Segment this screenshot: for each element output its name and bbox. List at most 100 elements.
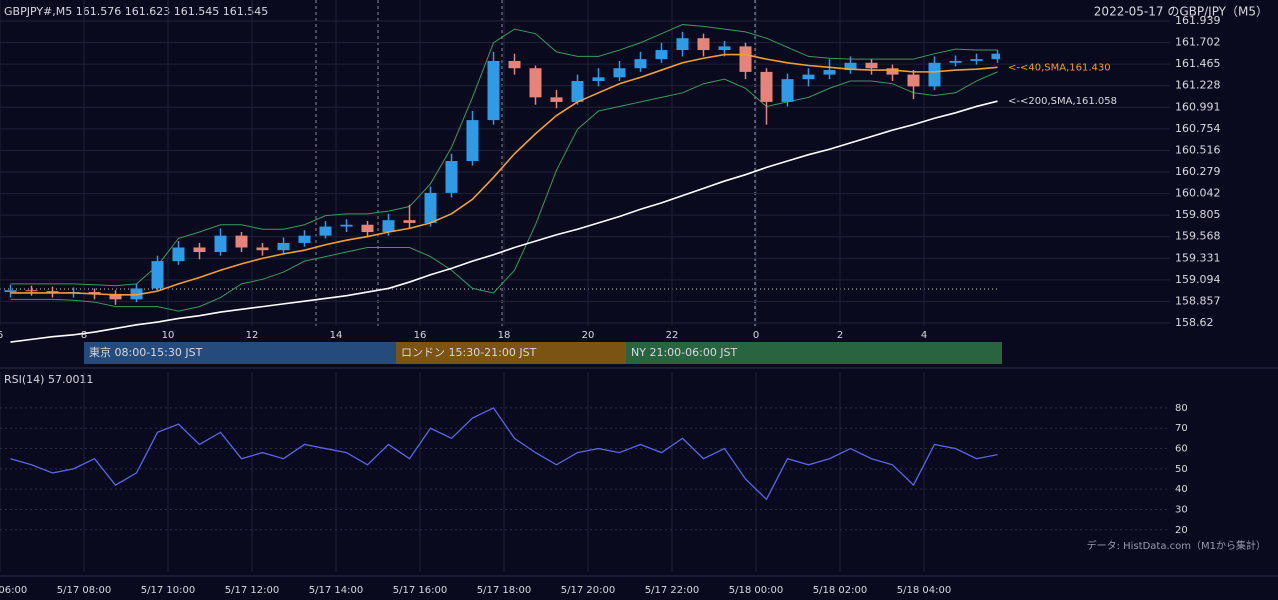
y-tick-label: 80 — [1175, 403, 1188, 414]
y-tick-label: 40 — [1175, 484, 1188, 495]
y-tick-label: 160.042 — [1175, 187, 1221, 200]
y-tick-label: 161.702 — [1175, 36, 1221, 49]
chart-title: 2022-05-17 のGBP/JPY（M5） — [1094, 5, 1268, 19]
candle-body — [487, 60, 500, 121]
candle-body — [4, 290, 17, 293]
candle-body — [718, 46, 731, 51]
candle-body — [172, 247, 185, 262]
y-tick-label: 160.754 — [1175, 122, 1221, 135]
sma200-label: <-<200,SMA,161.058 — [1008, 96, 1117, 107]
session-band — [396, 342, 626, 364]
candle-body — [109, 293, 122, 300]
x-tick-label: 20 — [582, 330, 595, 341]
candle-body — [634, 59, 647, 69]
x-tick-label: 5/17 10:00 — [141, 585, 195, 596]
candle-body — [361, 224, 374, 233]
candle-body — [592, 77, 605, 81]
y-tick-label: 50 — [1175, 464, 1188, 475]
x-tick-label: 5/17 22:00 — [645, 585, 699, 596]
y-tick-label: 158.857 — [1175, 294, 1221, 307]
candle-body — [571, 80, 584, 102]
session-band — [84, 342, 396, 364]
x-tick-label: 22 — [666, 330, 679, 341]
candle-body — [382, 220, 395, 233]
candle-body — [844, 62, 857, 71]
y-tick-label: 20 — [1175, 525, 1188, 536]
y-tick-label: 161.465 — [1175, 57, 1221, 70]
y-tick-label: 161.228 — [1175, 79, 1221, 92]
x-tick-label: 5/17 14:00 — [309, 585, 363, 596]
candle-body — [193, 247, 206, 253]
y-tick-label: 159.568 — [1175, 230, 1221, 243]
candle-body — [928, 62, 941, 87]
candle-body — [550, 97, 563, 102]
x-tick-label: 0 — [753, 330, 759, 341]
candle-body — [823, 70, 836, 75]
source: データ: HistData.com（M1から集計） — [1087, 539, 1266, 552]
candle-body — [235, 235, 248, 248]
candle-body — [991, 53, 1000, 60]
x-tick-label: 5/17 06:00 — [0, 585, 27, 596]
rsi-plot — [10, 407, 998, 501]
candle-body — [25, 290, 38, 292]
session-band — [626, 342, 1002, 364]
candle-body — [739, 46, 752, 72]
candle-body — [760, 71, 773, 102]
candle-body — [886, 68, 899, 75]
header: GBPJPY#,M5 161.576 161.623 161.545 161.5… — [4, 5, 268, 18]
x-tick-label: 5/17 20:00 — [561, 585, 615, 596]
rsi-line — [10, 407, 998, 501]
candle-body — [277, 242, 290, 251]
x-tick-label: 12 — [246, 330, 259, 341]
candle-body — [46, 291, 59, 293]
x-tick-label: 5/18 02:00 — [813, 585, 867, 596]
y-tick-label: 159.805 — [1175, 208, 1221, 221]
x-tick-label: 2 — [837, 330, 843, 341]
candle-body — [970, 59, 983, 61]
candle-body — [466, 120, 479, 162]
session-label: 東京 08:00-15:30 JST — [89, 345, 203, 359]
x-tick-label: 5/17 12:00 — [225, 585, 279, 596]
y-tick-label: 160.279 — [1175, 165, 1221, 178]
bollinger-lower — [10, 71, 998, 312]
candle-body — [256, 247, 269, 251]
x-tick-label: 14 — [330, 330, 343, 341]
y-tick-label: 70 — [1175, 423, 1188, 434]
candle-body — [340, 224, 353, 227]
price-plot — [4, 24, 1000, 312]
sma200-line — [10, 100, 998, 343]
candle-body — [214, 235, 227, 253]
candle-body — [130, 288, 143, 300]
candle-body — [403, 220, 416, 223]
y-tick-label: 158.62 — [1175, 316, 1214, 329]
x-tick-label: 16 — [414, 330, 427, 341]
candle-body — [88, 292, 101, 294]
sma40-label: <-<40,SMA,161.430 — [1008, 62, 1111, 73]
candle-body — [424, 192, 437, 223]
candle-body — [949, 60, 962, 63]
candle-body — [151, 261, 164, 289]
y-tick-label: 60 — [1175, 444, 1188, 455]
bollinger-upper — [10, 24, 998, 287]
candle-body — [613, 68, 626, 78]
session-label: ロンドン 15:30-21:00 JST — [401, 346, 537, 359]
candle-body — [529, 68, 542, 98]
x-tick-label: 5/18 04:00 — [897, 585, 951, 596]
candle-body — [445, 161, 458, 193]
candle-body — [802, 74, 815, 80]
y-tick-label: 160.991 — [1175, 100, 1221, 113]
session-label: NY 21:00-06:00 JST — [631, 346, 738, 359]
x-tick-label: 10 — [162, 330, 175, 341]
x-tick-label: 5/18 00:00 — [729, 585, 783, 596]
candle-body — [865, 62, 878, 69]
candle-body — [655, 50, 668, 60]
x-tick-label: 4 — [921, 330, 927, 341]
y-tick-label: 160.516 — [1175, 143, 1221, 156]
y-tick-label: 159.094 — [1175, 273, 1221, 286]
candle-body — [697, 38, 710, 51]
candle-body — [319, 226, 332, 236]
x-tick-label: 18 — [498, 330, 511, 341]
y-tick-label: 30 — [1175, 504, 1188, 515]
rsi-title: RSI(14) 57.0011 — [4, 373, 93, 386]
